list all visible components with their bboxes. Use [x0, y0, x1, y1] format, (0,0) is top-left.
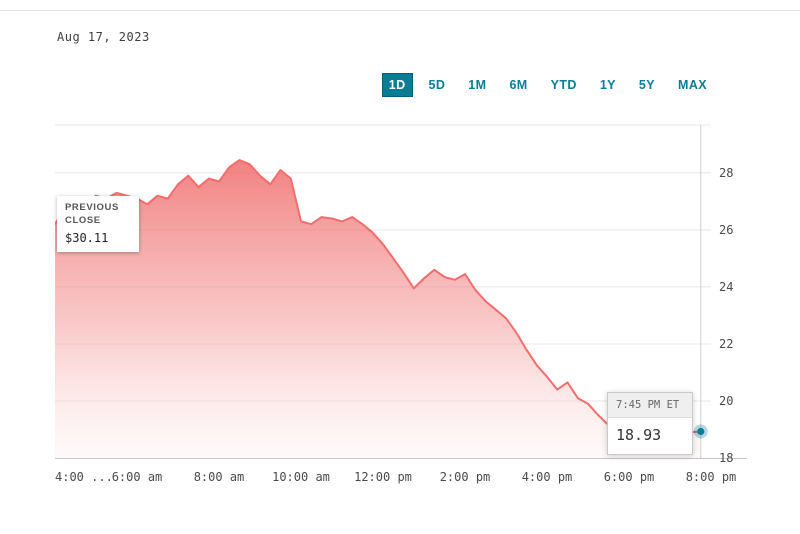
y-axis-label: 18 — [719, 451, 734, 465]
x-axis-label: 6:00 pm — [603, 470, 655, 484]
x-axis-label: 8:00 am — [193, 470, 245, 484]
tab-1d[interactable]: 1D — [381, 73, 413, 97]
y-axis-label: 26 — [719, 222, 734, 237]
x-axis-label: 6:00 am — [111, 470, 163, 484]
page-top-divider — [0, 10, 800, 11]
x-axis-label: 12:00 pm — [354, 470, 412, 484]
previous-close-value: $30.11 — [65, 230, 109, 245]
y-axis-label: 24 — [719, 279, 734, 294]
x-axis-label: 8:00 pm — [685, 470, 737, 484]
x-axis-label: 2:00 pm — [439, 470, 491, 484]
crosshair-and-marker — [693, 125, 708, 458]
tooltip-time: 7:45 PM ET — [608, 393, 692, 418]
chart-date: Aug 17, 2023 — [57, 30, 150, 44]
price-series — [55, 159, 701, 458]
tab-1m[interactable]: 1M — [468, 78, 487, 92]
price-chart[interactable] — [55, 118, 711, 462]
y-axis-label: 28 — [719, 165, 734, 180]
price-tooltip: 7:45 PM ET 18.93 — [607, 392, 693, 455]
previous-close-label: PREVIOUS CLOSE — [65, 202, 119, 226]
tab-5y[interactable]: 5Y — [638, 78, 656, 92]
y-axis-label: 20 — [719, 394, 734, 408]
x-axis-line — [55, 458, 747, 459]
x-axis-label: 10:00 am — [272, 470, 330, 484]
tab-1y[interactable]: 1Y — [599, 78, 616, 92]
tab-ytd[interactable]: YTD — [550, 78, 577, 92]
tab-5d[interactable]: 5D — [428, 78, 446, 92]
tab-6m[interactable]: 6M — [509, 78, 528, 92]
y-axis-label: 22 — [719, 337, 734, 351]
tooltip-value: 18.93 — [616, 426, 662, 444]
x-axis-label: 4:00 ... — [55, 470, 113, 484]
range-tabs: 1D 5D 1M 6M YTD 1Y 5Y MAX — [381, 73, 714, 97]
previous-close-flag: PREVIOUS CLOSE $30.11 — [57, 196, 139, 252]
chart-area: 18 20 22 24 26 28 4:00 ... 6:00 am 8:00 am 10:00 … — [0, 118, 800, 508]
tab-max[interactable]: MAX — [678, 78, 707, 92]
x-axis-label: 4:00 pm — [521, 470, 573, 484]
